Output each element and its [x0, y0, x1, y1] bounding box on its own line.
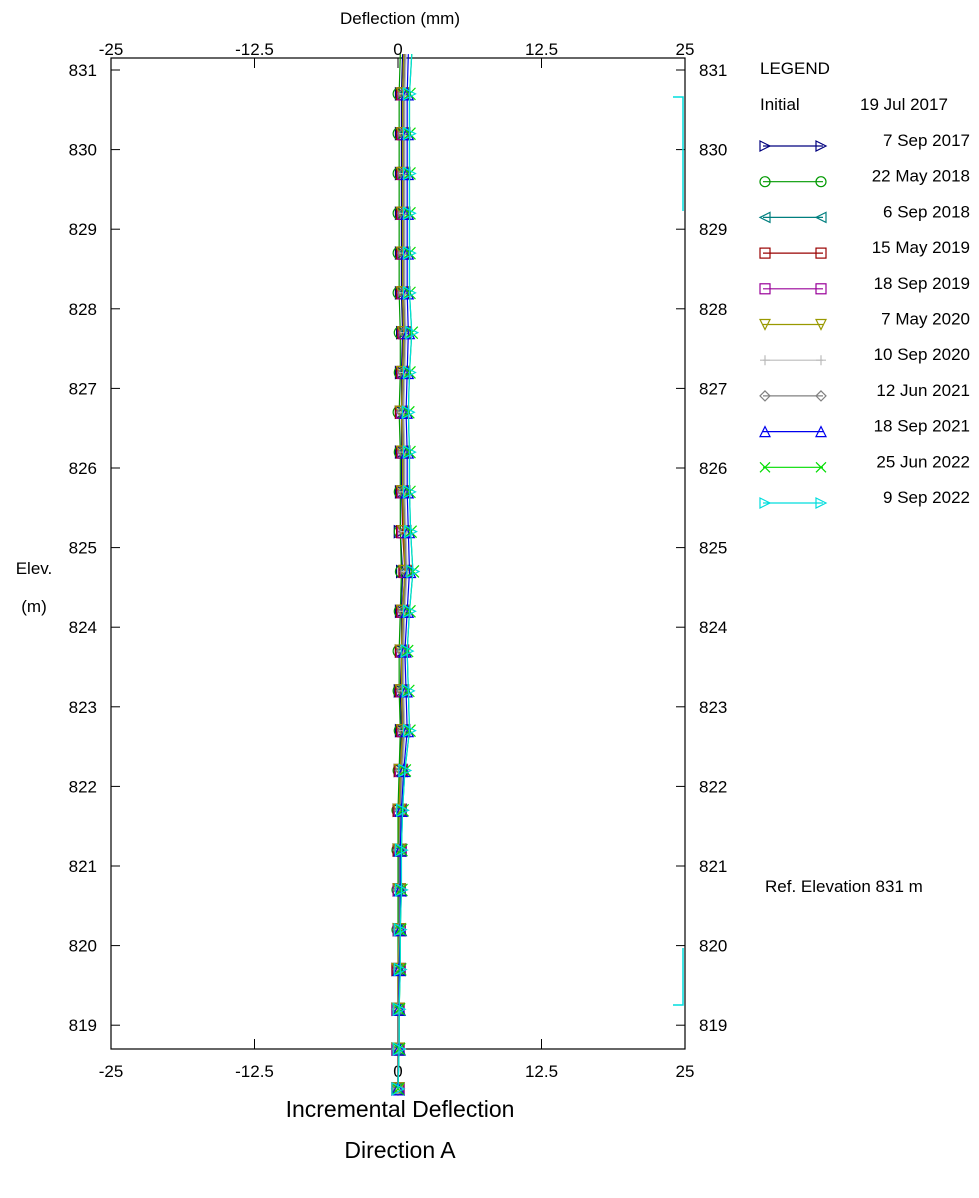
legend-label: 25 Jun 2022	[876, 452, 970, 471]
legend-title: LEGEND	[760, 59, 830, 78]
legend-initial-label: Initial	[760, 95, 800, 114]
x-tick-label-bottom: -12.5	[235, 1062, 274, 1081]
y-tick-label-right: 828	[699, 300, 727, 319]
y-tick-label-right: 829	[699, 220, 727, 239]
y-tick-label-right: 819	[699, 1016, 727, 1035]
y-tick-label-right: 824	[699, 618, 727, 637]
legend-label: 6 Sep 2018	[883, 202, 970, 221]
y-tick-label-left: 819	[69, 1016, 97, 1035]
x-tick-label-top: 25	[676, 40, 695, 59]
x-tick-label-bottom: -25	[99, 1062, 124, 1081]
legend-marker-left	[760, 355, 770, 365]
y-tick-label-right: 831	[699, 61, 727, 80]
x-tick-label-top: -25	[99, 40, 124, 59]
y-axis-label-line2: (m)	[21, 597, 46, 616]
legend-marker-right	[816, 355, 826, 365]
y-tick-label-left: 829	[69, 220, 97, 239]
y-tick-label-right: 825	[699, 539, 727, 558]
legend-label: 12 Jun 2021	[876, 381, 970, 400]
y-axis-label-line1: Elev.	[16, 559, 53, 578]
y-tick-label-left: 823	[69, 698, 97, 717]
top-axis-label: Deflection (mm)	[340, 9, 460, 28]
ref-bracket-top	[673, 97, 683, 211]
y-tick-label-right: 820	[699, 937, 727, 956]
x-tick-label-top: -12.5	[235, 40, 274, 59]
x-tick-label-bottom: 12.5	[525, 1062, 558, 1081]
y-tick-label-right: 822	[699, 777, 727, 796]
series-layer	[392, 54, 419, 1095]
y-tick-label-left: 822	[69, 777, 97, 796]
x-tick-label-top: 0	[393, 40, 402, 59]
legend-label: 7 May 2020	[881, 310, 970, 329]
y-tick-label-left: 824	[69, 618, 97, 637]
y-tick-label-left: 831	[69, 61, 97, 80]
y-tick-label-left: 827	[69, 379, 97, 398]
y-tick-label-right: 821	[699, 857, 727, 876]
y-tick-label-right: 823	[699, 698, 727, 717]
legend-label: 15 May 2019	[872, 238, 970, 257]
y-tick-label-right: 827	[699, 379, 727, 398]
legend-label: 18 Sep 2019	[874, 274, 970, 293]
y-tick-label-left: 821	[69, 857, 97, 876]
y-tick-label-left: 826	[69, 459, 97, 478]
x-tick-label-bottom: 25	[676, 1062, 695, 1081]
legend-label: 7 Sep 2017	[883, 131, 970, 150]
ref-elevation-note: Ref. Elevation 831 m	[765, 877, 923, 896]
legend-label: 22 May 2018	[872, 167, 970, 186]
legend-label: 10 Sep 2020	[874, 345, 970, 364]
y-tick-label-left: 830	[69, 141, 97, 160]
chart-title-line1: Incremental Deflection	[286, 1096, 515, 1122]
legend-label: 9 Sep 2022	[883, 488, 970, 507]
chart-title-line2: Direction A	[344, 1137, 456, 1163]
y-tick-label-left: 828	[69, 300, 97, 319]
y-tick-label-left: 825	[69, 539, 97, 558]
y-tick-label-left: 820	[69, 937, 97, 956]
legend-label: 18 Sep 2021	[874, 417, 970, 436]
ref-bracket-bottom	[673, 948, 683, 1005]
legend-initial-date: 19 Jul 2017	[860, 95, 948, 114]
x-tick-label-top: 12.5	[525, 40, 558, 59]
y-tick-label-right: 826	[699, 459, 727, 478]
legend: 7 Sep 2017 22 May 2018 6 Sep 2018 15 May 20…	[760, 131, 970, 508]
y-tick-label-right: 830	[699, 141, 727, 160]
